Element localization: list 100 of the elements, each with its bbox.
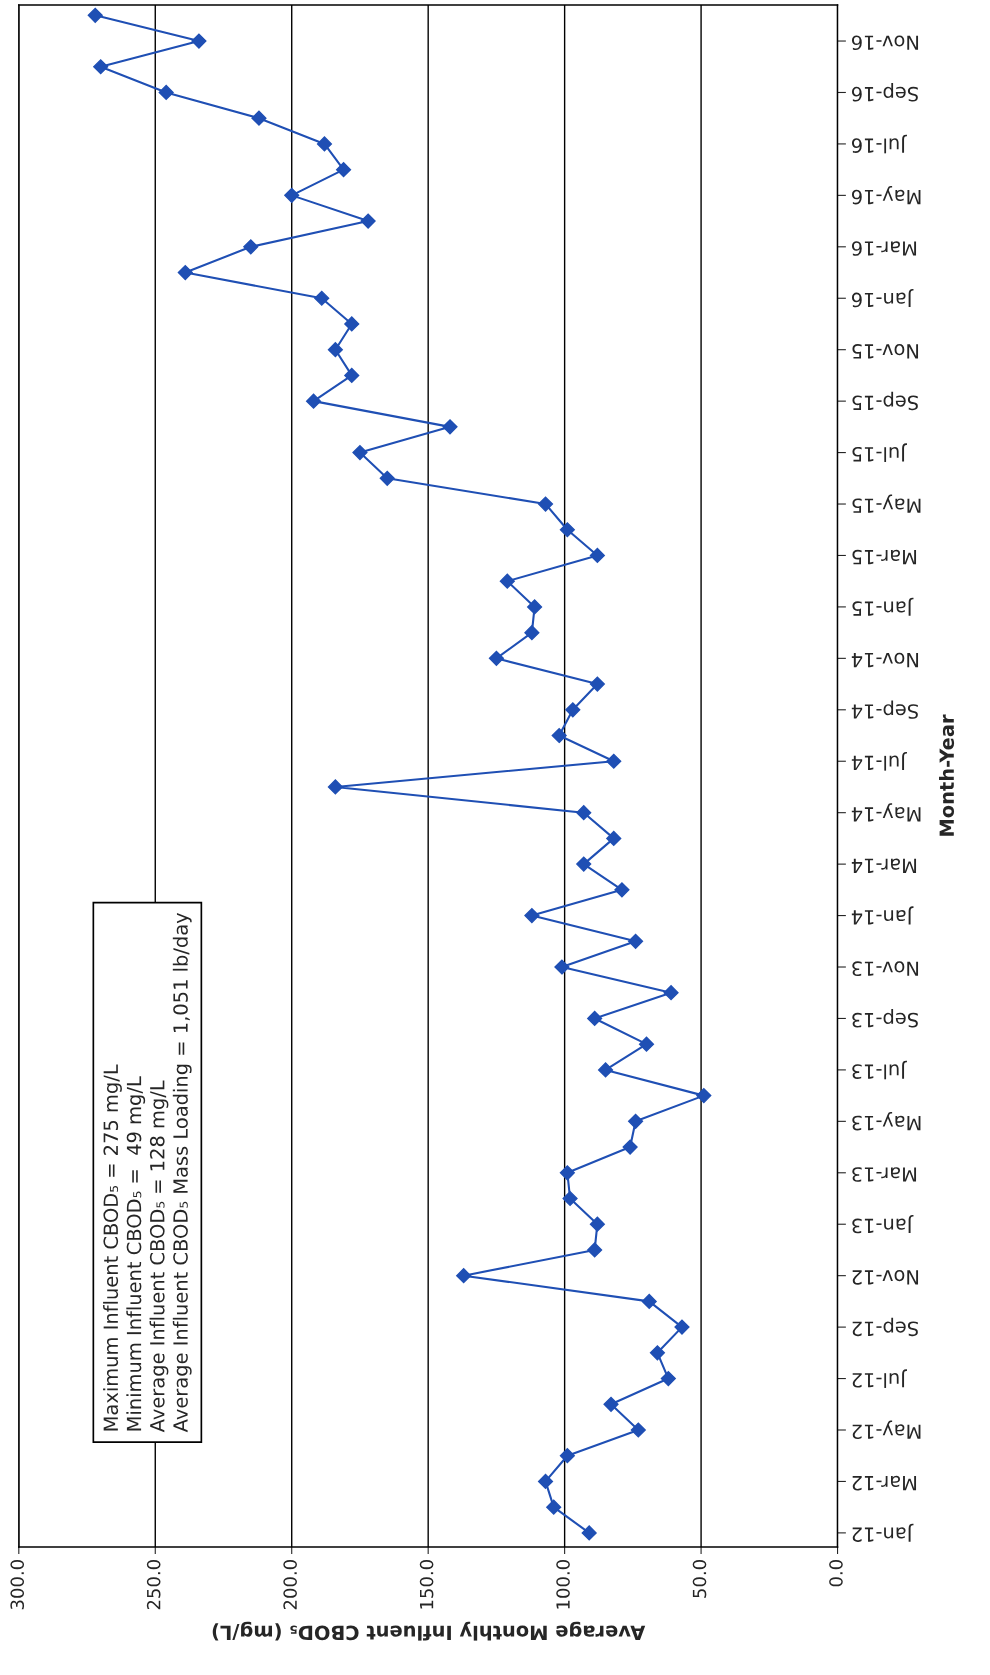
point xyxy=(597,1062,614,1078)
annotation: Minimum Influent CBOD₅ = 49 mg/L xyxy=(126,1076,146,1431)
point xyxy=(565,702,581,718)
point xyxy=(649,1345,665,1361)
point xyxy=(327,779,343,795)
point xyxy=(554,959,570,975)
point xyxy=(603,1396,619,1412)
point xyxy=(284,187,300,203)
point xyxy=(442,419,458,435)
point xyxy=(546,1499,562,1515)
x-tick-label: 200.0 xyxy=(283,1560,297,1610)
x-axis-title: Average Monthly Influent CBOD₅ (mg/L) xyxy=(212,1621,646,1641)
point xyxy=(628,933,644,949)
y-tick-label: Sep-13 xyxy=(852,1009,918,1028)
y-tick-label: Nov-12 xyxy=(852,1270,919,1285)
x-tick-label: 50.0 xyxy=(692,1560,707,1598)
point xyxy=(314,290,330,306)
y-tick-label: Jan-13 xyxy=(852,1214,914,1234)
point xyxy=(537,496,554,512)
y-tick-label: Jul-16 xyxy=(851,134,907,154)
point xyxy=(251,110,267,126)
point xyxy=(499,573,515,589)
x-tick-label: 0.0 xyxy=(829,1560,843,1587)
y-tick-label: Nov-15 xyxy=(852,344,919,359)
point xyxy=(581,1525,597,1541)
point xyxy=(606,753,622,769)
y-tick-label: Mar-15 xyxy=(852,549,917,565)
y-tick-label: May-13 xyxy=(852,1111,921,1131)
point xyxy=(562,1190,578,1207)
point xyxy=(524,907,540,924)
point xyxy=(344,367,360,383)
x-tick-label: 300.0 xyxy=(10,1560,25,1610)
point xyxy=(327,342,343,358)
annotation: Average Influent CBOD₅ = 128 mg/L xyxy=(149,1080,169,1433)
y-tick-label: Nov-14 xyxy=(851,652,919,668)
y-tick-label: Nov-16 xyxy=(851,35,919,51)
y-tick-label: May-14 xyxy=(851,803,921,822)
y-tick-label: Jul-14 xyxy=(851,751,907,771)
point xyxy=(630,1422,646,1438)
point xyxy=(360,213,376,229)
point xyxy=(641,1293,657,1309)
y-tick-label: Jan-15 xyxy=(852,597,914,616)
x-tick-label: 100.0 xyxy=(556,1560,570,1609)
point xyxy=(638,1036,655,1052)
point xyxy=(87,7,103,23)
point xyxy=(559,1448,575,1464)
y-tick-label: Mar-13 xyxy=(852,1167,917,1182)
annotation: Average Influent CBOD₅ Mass Loading = 1,051 lb/day xyxy=(172,912,192,1433)
point xyxy=(587,1242,603,1258)
point xyxy=(243,239,259,255)
y-tick-label: May-12 xyxy=(852,1420,921,1440)
point xyxy=(177,264,193,281)
point xyxy=(576,856,592,872)
y-tick-label: Nov-13 xyxy=(852,961,919,977)
x-tick-label: 250.0 xyxy=(146,1560,161,1610)
point xyxy=(524,625,540,641)
y-tick-label: Sep-16 xyxy=(851,83,918,102)
point xyxy=(589,1216,605,1232)
y-tick-label: Jan-16 xyxy=(851,288,914,308)
x-tick-label: 150.0 xyxy=(419,1560,434,1609)
y-tick-label: Jul-13 xyxy=(852,1060,907,1080)
point xyxy=(589,676,605,692)
point xyxy=(527,599,543,615)
point xyxy=(628,1113,644,1129)
point xyxy=(576,805,592,821)
point xyxy=(456,1268,472,1284)
point xyxy=(305,393,322,409)
point xyxy=(336,162,352,178)
point xyxy=(696,1088,712,1104)
y-tick-label: Sep-15 xyxy=(852,391,918,411)
point xyxy=(559,522,575,538)
point xyxy=(587,1010,603,1027)
y-tick-label: Sep-14 xyxy=(851,700,918,719)
point xyxy=(589,547,605,564)
annotation: Maximum Influent CBOD₅ = 275 mg/L xyxy=(103,1064,122,1431)
y-tick-label: May-15 xyxy=(852,494,921,513)
point xyxy=(663,985,679,1001)
point xyxy=(158,84,174,101)
point xyxy=(614,882,630,898)
point xyxy=(660,1370,676,1387)
point xyxy=(551,727,567,744)
y-tick-label: Jan-14 xyxy=(851,906,914,925)
y-tick-label: Jul-12 xyxy=(852,1369,907,1388)
point xyxy=(344,316,360,332)
point xyxy=(622,1139,638,1155)
point xyxy=(379,470,395,486)
y-tick-label: Mar-16 xyxy=(851,241,917,256)
point xyxy=(488,650,504,666)
point xyxy=(191,33,207,49)
y-tick-label: Jan-12 xyxy=(852,1523,914,1542)
point xyxy=(316,136,333,152)
point xyxy=(93,59,109,75)
y-axis-title: Month-Year xyxy=(939,714,955,836)
point xyxy=(537,1473,554,1490)
y-tick-label: May-16 xyxy=(851,185,921,205)
y-tick-label: Jul-15 xyxy=(852,443,907,462)
point xyxy=(674,1319,690,1335)
y-tick-label: Mar-12 xyxy=(852,1475,917,1491)
y-tick-label: Mar-14 xyxy=(851,858,917,873)
y-tick-label: Sep-12 xyxy=(852,1317,918,1337)
